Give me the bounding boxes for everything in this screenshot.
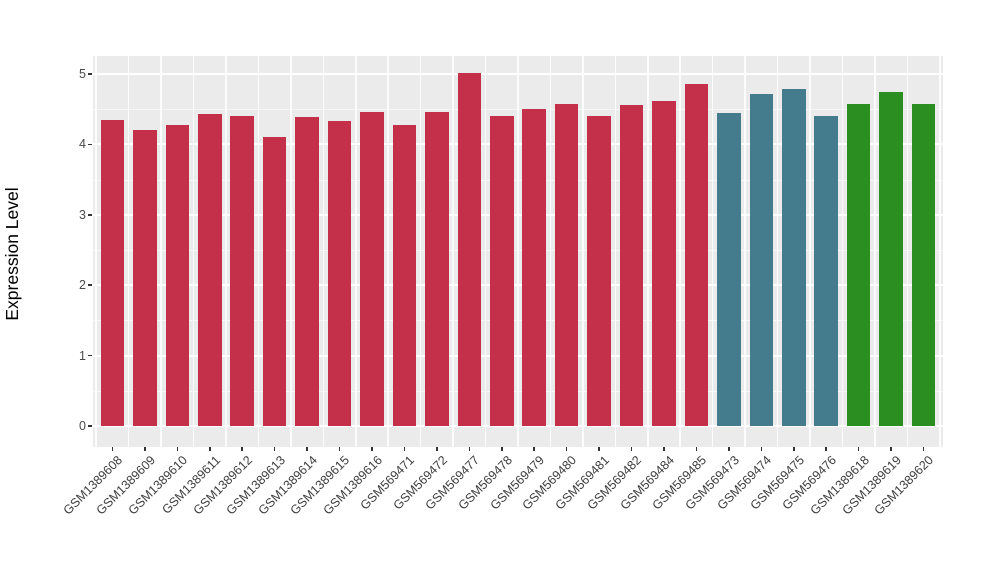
x-tick-mark <box>728 447 730 451</box>
x-tick-mark <box>306 447 308 451</box>
gridline-x <box>841 56 844 447</box>
x-tick-mark <box>209 447 211 451</box>
plot-panel <box>93 56 943 447</box>
bar <box>295 116 319 426</box>
gridline-x <box>614 56 617 447</box>
bar <box>911 103 936 426</box>
bar <box>554 104 579 426</box>
bar <box>327 121 352 426</box>
y-tick-label: 1 <box>79 348 86 363</box>
gridline-x <box>679 56 681 447</box>
y-tick-mark <box>88 284 92 286</box>
gridline-x <box>809 56 811 447</box>
x-tick-mark <box>468 447 471 451</box>
gridline-x <box>322 56 325 447</box>
bar <box>684 83 709 426</box>
gridline-x <box>647 56 649 447</box>
x-tick-mark <box>565 447 568 451</box>
x-tick-mark <box>533 447 535 451</box>
x-tick-mark <box>501 447 503 451</box>
x-tick-mark <box>598 447 600 451</box>
x-tick-mark <box>144 447 146 451</box>
y-tick-mark <box>88 73 92 75</box>
bar <box>165 125 190 426</box>
x-tick-mark <box>111 447 114 451</box>
bar <box>652 100 676 426</box>
y-tick-mark <box>88 354 92 357</box>
x-tick-mark <box>825 447 827 451</box>
gridline-x <box>290 56 292 447</box>
bar <box>879 92 903 426</box>
bar <box>749 94 774 426</box>
gridline-x <box>192 56 195 447</box>
gridline-x <box>517 56 519 447</box>
x-tick-mark <box>371 447 373 451</box>
bar <box>814 115 838 426</box>
x-tick-mark <box>857 447 860 451</box>
x-tick-mark <box>176 447 179 451</box>
gridline-x <box>906 56 909 447</box>
bar <box>360 112 384 426</box>
gridline-x <box>484 56 487 447</box>
bar <box>262 137 287 426</box>
y-tick-label: 0 <box>79 419 86 433</box>
gridline-x <box>582 56 584 447</box>
y-tick-mark <box>88 425 92 427</box>
gridline-x <box>225 56 227 447</box>
bar <box>717 112 741 426</box>
bar <box>619 104 644 426</box>
gridline-x <box>744 56 746 447</box>
gridline-x <box>127 56 130 447</box>
y-tick-label: 3 <box>79 207 86 222</box>
gridline-x <box>776 56 779 447</box>
x-tick-mark <box>663 447 665 451</box>
gridline-x <box>95 56 97 447</box>
gridline-x <box>419 56 422 447</box>
y-tick-label: 2 <box>79 278 86 293</box>
gridline-x <box>355 56 357 447</box>
x-tick-mark <box>793 447 795 451</box>
bar <box>392 124 417 426</box>
bar <box>522 109 546 426</box>
gridline-x <box>452 56 454 447</box>
gridline-x <box>711 56 714 447</box>
x-tick-mark <box>890 447 892 451</box>
gridline-x <box>257 56 260 447</box>
x-tick-mark <box>436 447 438 451</box>
gridline-x <box>874 56 876 447</box>
gridline-x <box>387 56 389 447</box>
bar <box>846 104 871 426</box>
x-tick-mark <box>273 447 276 451</box>
bar <box>490 116 514 426</box>
x-tick-mark <box>338 447 341 451</box>
bar <box>425 112 449 426</box>
y-tick-label: 4 <box>79 137 86 152</box>
y-tick-mark <box>88 214 92 216</box>
gridline-x <box>939 56 941 447</box>
x-tick-mark <box>403 447 406 451</box>
gridline-x <box>549 56 552 447</box>
x-tick-mark <box>695 447 698 451</box>
x-tick-mark <box>241 447 243 451</box>
y-axis-title: Expression Level <box>2 187 22 321</box>
bar <box>100 120 125 426</box>
bar <box>198 114 222 426</box>
x-tick-mark <box>760 447 763 451</box>
bar <box>230 115 254 426</box>
bar <box>587 115 611 426</box>
gridline-x <box>160 56 162 447</box>
y-tick-mark <box>88 143 92 146</box>
bar <box>133 130 157 426</box>
bar <box>457 73 482 426</box>
x-tick-mark <box>630 447 633 451</box>
bar <box>782 89 806 426</box>
y-tick-label: 5 <box>79 67 86 81</box>
x-tick-mark <box>922 447 925 451</box>
